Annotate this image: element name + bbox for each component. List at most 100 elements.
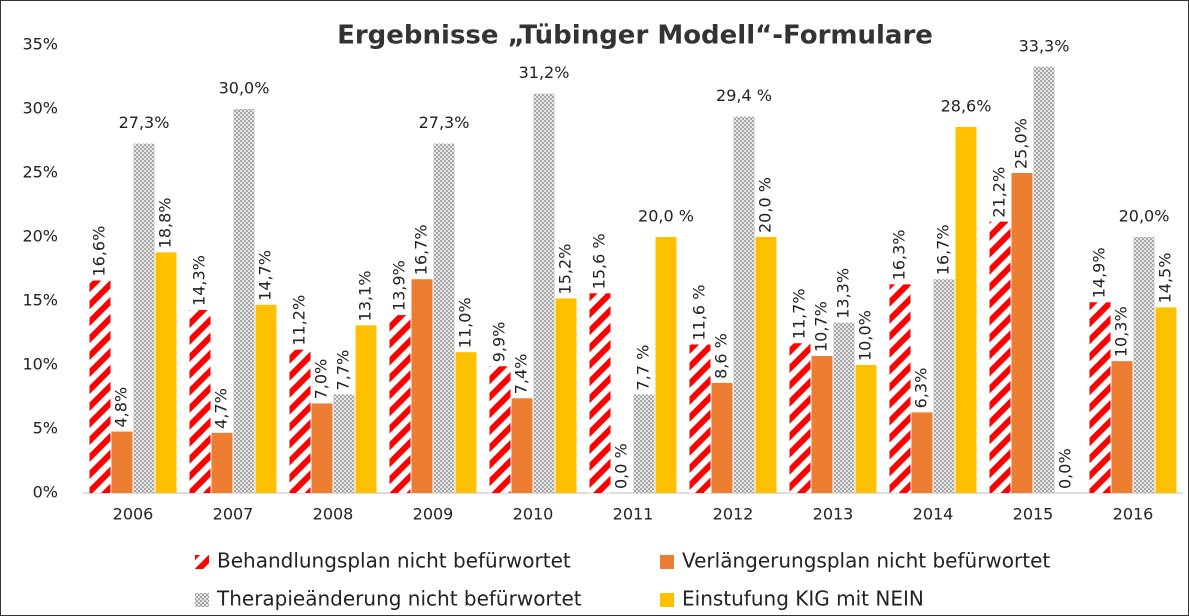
value-label: 13,1% xyxy=(356,270,375,321)
bar xyxy=(833,322,855,493)
x-tick-label: 2008 xyxy=(313,505,354,524)
value-label: 16,7% xyxy=(412,224,431,275)
chart-title: Ergebnisse „Tübinger Modell“-Formulare xyxy=(337,21,933,51)
bar xyxy=(155,252,177,493)
x-tick-label: 2009 xyxy=(413,505,454,524)
value-label: 8,6 % xyxy=(712,333,731,379)
bar xyxy=(533,93,555,493)
x-tick-label: 2006 xyxy=(113,505,154,524)
bar xyxy=(555,298,577,493)
value-label: 16,7% xyxy=(934,224,953,275)
x-tick-label: 2011 xyxy=(613,505,654,524)
bar xyxy=(211,432,233,493)
bar xyxy=(411,279,433,493)
value-label: 20,0 % xyxy=(638,207,694,226)
bar xyxy=(389,315,411,493)
bar xyxy=(711,382,733,493)
legend-label: Einstufung KIG mit NEIN xyxy=(682,587,924,611)
bar xyxy=(1011,173,1033,493)
value-label: 27,3% xyxy=(119,113,170,132)
value-label: 16,3% xyxy=(890,230,909,281)
bar xyxy=(1089,302,1111,493)
x-tick-label: 2013 xyxy=(813,505,854,524)
value-label: 10,0% xyxy=(856,310,875,361)
value-label: 33,3% xyxy=(1019,36,1070,55)
value-label: 9,9% xyxy=(490,322,509,363)
legend-swatch xyxy=(660,593,674,607)
value-label: 29,4 % xyxy=(716,86,772,105)
value-label: 14,3% xyxy=(190,255,209,306)
value-label: 21,2% xyxy=(990,167,1009,218)
value-label: 7,0% xyxy=(312,359,331,400)
bar xyxy=(455,352,477,493)
legend-swatch xyxy=(195,555,209,569)
value-label: 4,7% xyxy=(212,388,231,429)
bar xyxy=(255,304,277,493)
y-tick-label: 20% xyxy=(22,227,58,246)
bar xyxy=(689,344,711,493)
value-label: 15,6 % xyxy=(590,233,609,289)
bar xyxy=(755,237,777,493)
bar xyxy=(1155,307,1177,493)
bar xyxy=(433,143,455,493)
bar xyxy=(733,116,755,494)
value-label: 7,7% xyxy=(334,350,353,391)
value-label: 31,2% xyxy=(519,63,570,82)
value-label: 7,4% xyxy=(512,354,531,395)
value-label: 25,0% xyxy=(1012,118,1031,169)
value-label: 13,9% xyxy=(390,260,409,311)
legend-swatch xyxy=(195,593,209,607)
value-label: 0,0 % xyxy=(612,443,631,489)
bar xyxy=(1033,66,1055,493)
y-tick-label: 5% xyxy=(33,419,58,438)
bar xyxy=(511,398,533,493)
bar xyxy=(589,293,611,493)
value-label: 16,6% xyxy=(90,226,109,277)
value-label: 11,6 % xyxy=(690,285,709,341)
bar xyxy=(889,284,911,493)
value-label: 11,0% xyxy=(456,297,475,348)
value-label: 30,0% xyxy=(219,79,270,98)
bar xyxy=(133,143,155,493)
bar xyxy=(355,325,377,493)
bar xyxy=(633,394,655,493)
bar xyxy=(855,365,877,493)
x-tick-label: 2007 xyxy=(213,505,254,524)
value-label: 10,3% xyxy=(1112,306,1131,357)
bar xyxy=(311,403,333,493)
value-label: 10,7% xyxy=(812,301,831,352)
value-label: 20,0 % xyxy=(756,177,775,233)
value-label: 13,3% xyxy=(834,268,853,319)
value-label: 6,3% xyxy=(912,368,931,409)
bar xyxy=(1133,237,1155,493)
bar xyxy=(489,366,511,493)
value-label: 15,2% xyxy=(556,244,575,295)
value-label: 0,0% xyxy=(1056,448,1075,489)
y-tick-label: 25% xyxy=(22,163,58,182)
bar xyxy=(933,279,955,493)
value-label: 7,7 % xyxy=(634,345,653,391)
bar xyxy=(233,109,255,493)
bar xyxy=(189,309,211,493)
bar xyxy=(789,343,811,493)
bar xyxy=(655,237,677,493)
value-label: 14,7% xyxy=(256,250,275,301)
bar xyxy=(911,412,933,493)
x-tick-label: 2016 xyxy=(1113,505,1154,524)
legend-label: Behandlungsplan nicht befürwortet xyxy=(217,549,571,573)
legend-label: Therapieänderung nicht befürwortet xyxy=(216,587,582,611)
value-label: 28,6% xyxy=(941,96,992,115)
value-label: 20,0% xyxy=(1119,207,1170,226)
legend-swatch xyxy=(660,555,674,569)
y-tick-label: 10% xyxy=(22,355,58,374)
value-label: 18,8% xyxy=(156,198,175,249)
bar xyxy=(89,280,111,493)
value-label: 4,8% xyxy=(112,387,131,428)
bar xyxy=(333,394,355,493)
y-tick-label: 30% xyxy=(22,99,58,118)
value-label: 27,3% xyxy=(419,113,470,132)
value-label: 11,2% xyxy=(290,295,309,346)
legend-label: Verlängerungsplan nicht befürwortet xyxy=(682,549,1050,573)
bar xyxy=(955,126,977,494)
